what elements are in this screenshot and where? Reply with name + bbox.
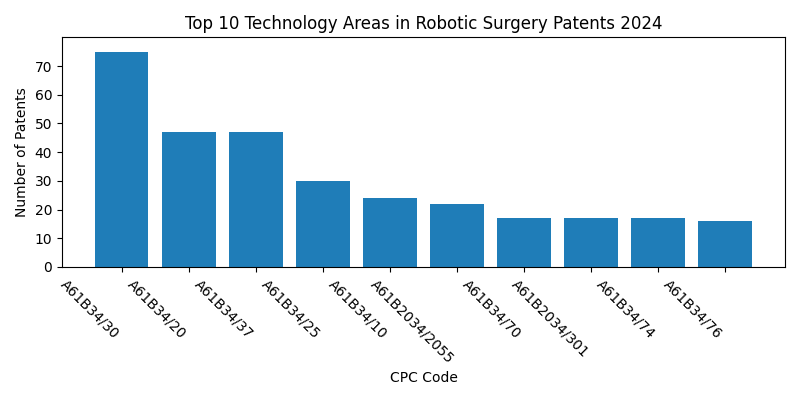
Bar — [430, 204, 484, 267]
Bar — [229, 132, 282, 267]
Title: Top 10 Technology Areas in Robotic Surgery Patents 2024: Top 10 Technology Areas in Robotic Surge… — [185, 15, 662, 33]
Bar — [94, 52, 149, 267]
Bar — [698, 221, 752, 267]
X-axis label: CPC Code: CPC Code — [390, 371, 458, 385]
Bar — [631, 218, 685, 267]
Y-axis label: Number of Patents: Number of Patents — [15, 87, 29, 217]
Bar — [162, 132, 215, 267]
Bar — [564, 218, 618, 267]
Bar — [498, 218, 551, 267]
Bar — [363, 198, 417, 267]
Bar — [296, 181, 350, 267]
